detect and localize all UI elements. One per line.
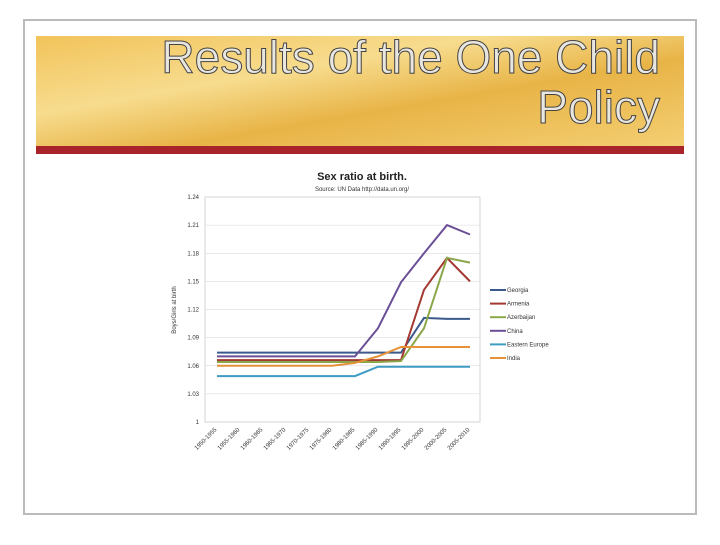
x-tick-label: 2005-2010 [447, 427, 472, 452]
y-tick-label: 1.09 [187, 336, 199, 342]
x-tick-label: 1985-1990 [355, 427, 380, 452]
legend-label: China [507, 329, 523, 335]
x-tick-label: 1970-1975 [286, 427, 311, 452]
x-tick-label: 1980-1985 [332, 427, 357, 452]
x-tick-label: 1955-1960 [217, 427, 242, 452]
title-stripe [36, 146, 684, 154]
legend-label: India [507, 356, 521, 362]
slide-title: Results of the One Child Policy [161, 31, 661, 133]
chart-subtitle: Source: UN Data http://data.un.org/ [315, 187, 409, 193]
legend-label: Azerbaijan [507, 315, 535, 321]
y-tick-label: 1.12 [187, 308, 199, 314]
slide-frame [23, 19, 697, 515]
chart-title: Sex ratio at birth. [317, 171, 407, 183]
series-line [217, 223, 471, 358]
y-tick-label: 1.21 [187, 223, 199, 229]
series-line [217, 346, 470, 367]
x-tick-label: 1960-1965 [240, 427, 265, 452]
y-tick-label: 1.03 [187, 392, 199, 398]
title-band [36, 36, 684, 148]
series-line [217, 256, 471, 362]
y-axis-label: Boys/Girls at birth [172, 286, 178, 333]
x-tick-label: 1995-2000 [401, 427, 426, 452]
x-tick-label: 1950-1955 [194, 427, 219, 452]
y-tick-label: 1.24 [187, 195, 199, 201]
series-line [217, 365, 470, 378]
y-tick-label: 1.18 [187, 251, 199, 257]
legend-label: Georgia [507, 288, 529, 294]
y-tick-label: 1.15 [187, 279, 199, 285]
x-tick-label: 1975-1980 [309, 427, 334, 452]
series-line [217, 256, 471, 363]
y-tick-label: 1 [196, 420, 200, 426]
x-tick-label: 1965-1970 [263, 427, 288, 452]
y-tick-label: 1.06 [187, 364, 199, 370]
legend-label: Armenia [507, 302, 530, 308]
x-tick-label: 1990-1995 [378, 427, 403, 452]
legend-label: Eastern Europe [507, 342, 549, 348]
x-tick-label: 2000-2005 [424, 427, 449, 452]
